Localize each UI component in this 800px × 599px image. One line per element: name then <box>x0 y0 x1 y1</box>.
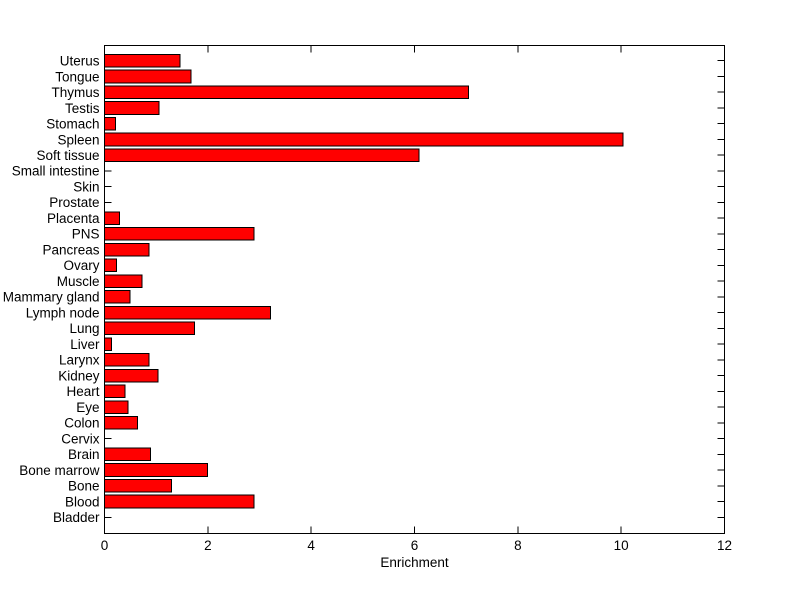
svg-text:Cervix: Cervix <box>61 431 100 446</box>
svg-text:Placenta: Placenta <box>47 211 100 226</box>
svg-text:Heart: Heart <box>66 384 99 399</box>
svg-text:Larynx: Larynx <box>59 353 100 368</box>
svg-text:Ovary: Ovary <box>63 258 99 273</box>
svg-text:Bladder: Bladder <box>53 510 100 525</box>
svg-text:Liver: Liver <box>70 337 100 352</box>
svg-text:Bone: Bone <box>68 479 100 494</box>
svg-text:Skin: Skin <box>73 179 99 194</box>
svg-text:Tongue: Tongue <box>55 69 99 84</box>
svg-text:Blood: Blood <box>65 494 100 509</box>
svg-text:12: 12 <box>717 538 732 553</box>
svg-text:Spleen: Spleen <box>57 132 99 147</box>
svg-text:Stomach: Stomach <box>46 117 99 132</box>
svg-text:Small intestine: Small intestine <box>12 164 100 179</box>
svg-text:4: 4 <box>307 538 315 553</box>
svg-text:6: 6 <box>411 538 419 553</box>
svg-text:Thymus: Thymus <box>51 85 99 100</box>
svg-text:Soft tissue: Soft tissue <box>36 148 99 163</box>
svg-text:Prostate: Prostate <box>49 195 99 210</box>
svg-text:Pancreas: Pancreas <box>42 242 99 257</box>
svg-text:Lymph node: Lymph node <box>26 305 100 320</box>
svg-text:Kidney: Kidney <box>58 368 100 383</box>
svg-text:Enrichment: Enrichment <box>380 555 449 570</box>
svg-text:Bone marrow: Bone marrow <box>19 463 100 478</box>
svg-text:Testis: Testis <box>65 101 100 116</box>
svg-text:Eye: Eye <box>76 400 99 415</box>
svg-text:Mammary gland: Mammary gland <box>3 290 100 305</box>
svg-text:Uterus: Uterus <box>60 54 100 69</box>
svg-text:Colon: Colon <box>64 416 99 431</box>
svg-text:Lung: Lung <box>69 321 99 336</box>
svg-text:8: 8 <box>514 538 522 553</box>
svg-text:2: 2 <box>204 538 212 553</box>
svg-text:Brain: Brain <box>68 447 100 462</box>
svg-text:Muscle: Muscle <box>57 274 100 289</box>
svg-text:PNS: PNS <box>72 227 100 242</box>
svg-text:0: 0 <box>101 538 109 553</box>
svg-text:10: 10 <box>614 538 629 553</box>
